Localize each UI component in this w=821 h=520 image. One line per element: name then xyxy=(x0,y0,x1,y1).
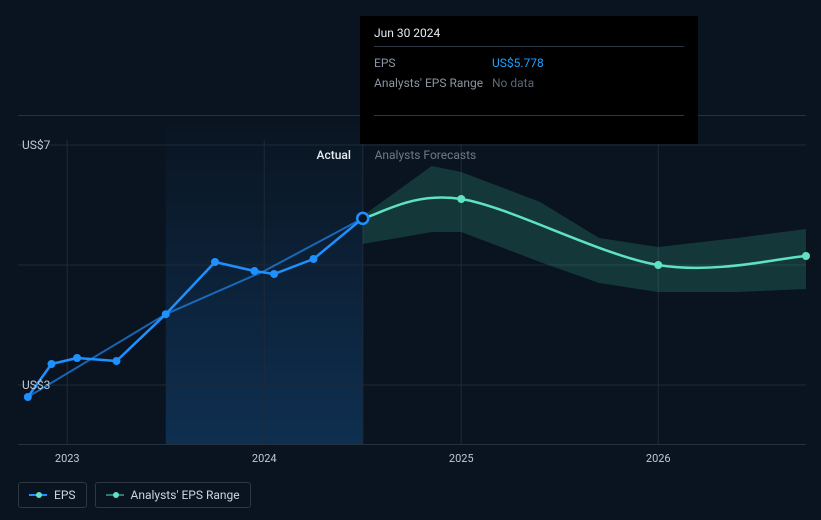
x-axis-label: 2026 xyxy=(646,452,671,465)
chart-svg xyxy=(18,115,806,445)
tooltip-val: No data xyxy=(492,73,534,93)
legend-item-range[interactable]: Analysts' EPS Range xyxy=(95,482,251,508)
tooltip-bottom-divider xyxy=(374,115,684,116)
legend-swatch-range xyxy=(106,491,124,499)
legend: EPS Analysts' EPS Range xyxy=(18,482,251,508)
tooltip-key: EPS xyxy=(374,53,492,73)
section-label-actual: Actual xyxy=(317,148,351,162)
x-axis-label: 2025 xyxy=(449,452,474,465)
tooltip-val: US$5.778 xyxy=(492,53,544,73)
tooltip-date: Jun 30 2024 xyxy=(374,26,684,40)
tooltip-row-eps: EPS US$5.778 xyxy=(374,53,684,73)
tooltip-row-range: Analysts' EPS Range No data xyxy=(374,73,684,93)
tooltip-divider xyxy=(374,46,684,47)
x-axis-label: 2024 xyxy=(252,452,277,465)
section-label-forecast: Analysts Forecasts xyxy=(375,148,477,162)
y-axis-label: US$7 xyxy=(22,138,50,152)
y-axis-label: US$3 xyxy=(22,378,50,392)
tooltip-key: Analysts' EPS Range xyxy=(374,73,492,93)
legend-swatch-eps xyxy=(29,491,47,499)
legend-label: EPS xyxy=(54,488,76,502)
legend-item-eps[interactable]: EPS xyxy=(18,482,87,508)
tooltip: Jun 30 2024 EPS US$5.778 Analysts' EPS R… xyxy=(360,16,698,144)
x-axis-label: 2023 xyxy=(55,452,80,465)
chart-plot[interactable]: US$3US$72023202420252026ActualAnalysts F… xyxy=(18,115,806,445)
legend-label: Analysts' EPS Range xyxy=(131,488,240,502)
